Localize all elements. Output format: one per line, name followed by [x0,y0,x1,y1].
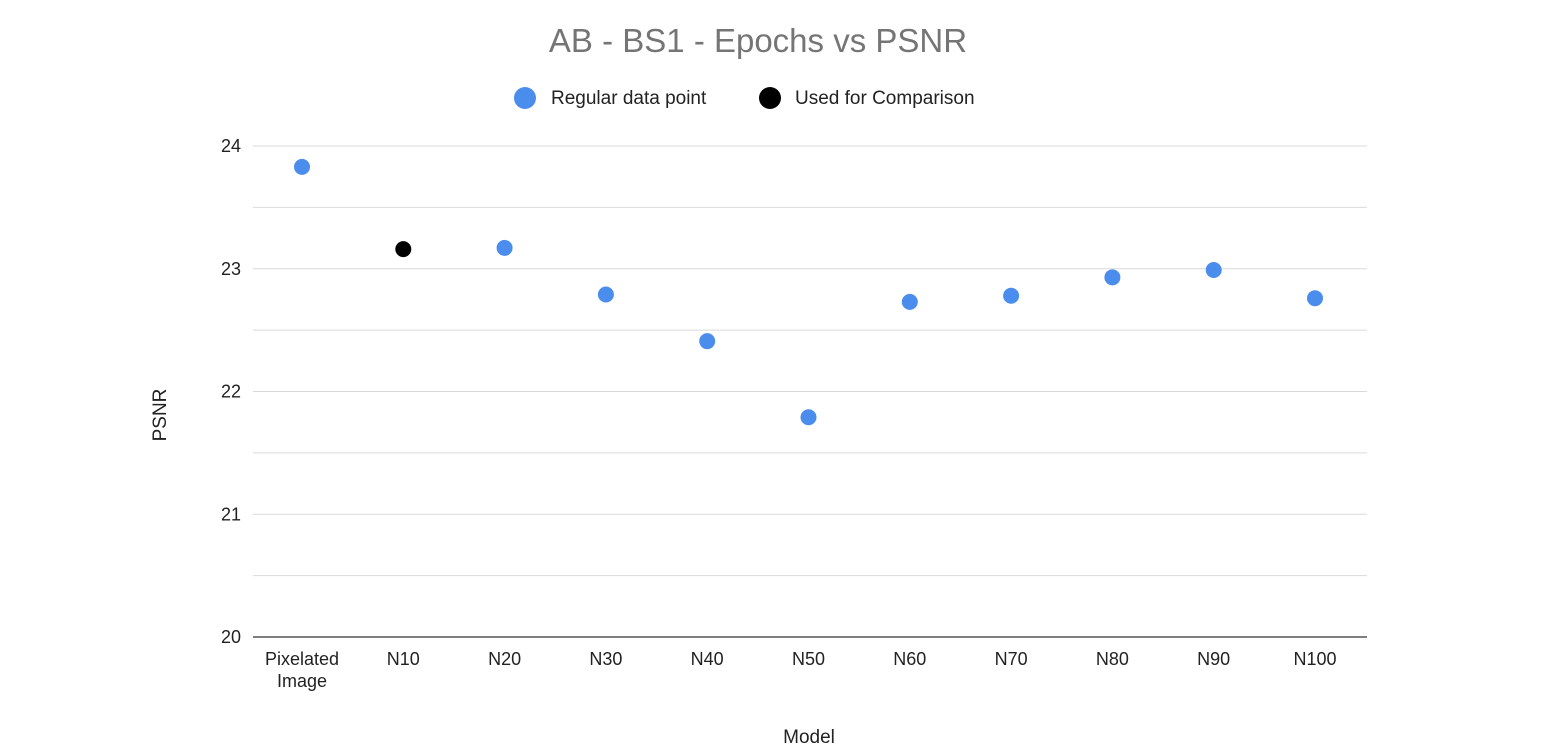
x-tick-label: N30 [589,649,622,669]
data-point [294,158,310,175]
data-point [395,241,412,258]
y-tick-label: 20 [221,627,241,647]
x-tick-label: N20 [488,649,521,669]
legend: Regular data point Used for Comparison [514,87,975,109]
x-tick-label: N70 [995,649,1028,669]
legend-label: Used for Comparison [795,88,975,109]
data-point [1104,269,1121,286]
y-tick-label: 22 [221,382,241,402]
x-tick-label: N90 [1197,649,1230,669]
x-axis-ticks: Pixelated Image N10 N20 N30 N40 N50 N60 N70 N80 N9… [265,649,1337,691]
y-axis-ticks: 20 21 22 23 24 [221,136,241,647]
data-point [800,409,817,426]
legend-label: Regular data point [551,88,707,109]
x-tick-label: N100 [1293,649,1336,669]
data-points [294,158,1323,426]
x-tick-label: N10 [387,649,420,669]
x-tick-label: N40 [691,649,724,669]
y-tick-label: 21 [221,504,241,524]
data-point [901,293,918,310]
y-tick-label: 24 [221,136,241,156]
data-point [1003,287,1020,304]
y-axis-label: PSNR [150,389,171,442]
data-point [1307,290,1323,307]
data-point [597,286,614,303]
gridlines [253,145,1367,638]
data-point [1205,261,1222,278]
x-tick-label: N80 [1096,649,1129,669]
x-tick-label: Pixelated Image [265,649,339,691]
legend-marker [759,87,781,109]
chart-title: AB - BS1 - Epochs vs PSNR [549,22,967,59]
y-tick-label: 23 [221,259,241,279]
data-point [496,239,513,256]
x-axis-label: Model [783,727,835,748]
x-tick-label: N60 [893,649,926,669]
legend-marker [514,87,536,109]
data-point [699,333,716,350]
x-tick-label: N50 [792,649,825,669]
